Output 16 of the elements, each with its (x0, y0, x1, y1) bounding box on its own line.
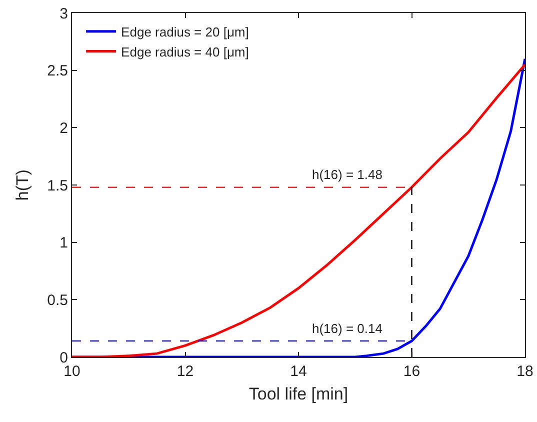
x-tick-label: 18 (516, 363, 534, 380)
legend-label: Edge radius = 20 [μm] (121, 24, 249, 40)
annotation: h(16) = 1.48 (312, 167, 382, 182)
y-axis-title: h(T) (13, 169, 32, 201)
y-tick-label: 0.5 (47, 292, 68, 309)
x-axis-title: Tool life [min] (248, 384, 348, 404)
x-tick-label: 12 (176, 363, 194, 380)
y-tick-label: 1 (60, 234, 68, 252)
y-tick-label: 2 (60, 120, 68, 137)
x-tick-label: 14 (290, 363, 307, 380)
y-tick-label: 3 (60, 5, 68, 22)
legend-label: Edge radius = 40 [μm] (121, 44, 249, 60)
x-tick-label: 16 (403, 363, 420, 380)
y-tick-label: 1.5 (47, 177, 68, 194)
annotation: h(16) = 0.14 (312, 321, 382, 336)
y-tick-label: 2.5 (47, 62, 68, 80)
